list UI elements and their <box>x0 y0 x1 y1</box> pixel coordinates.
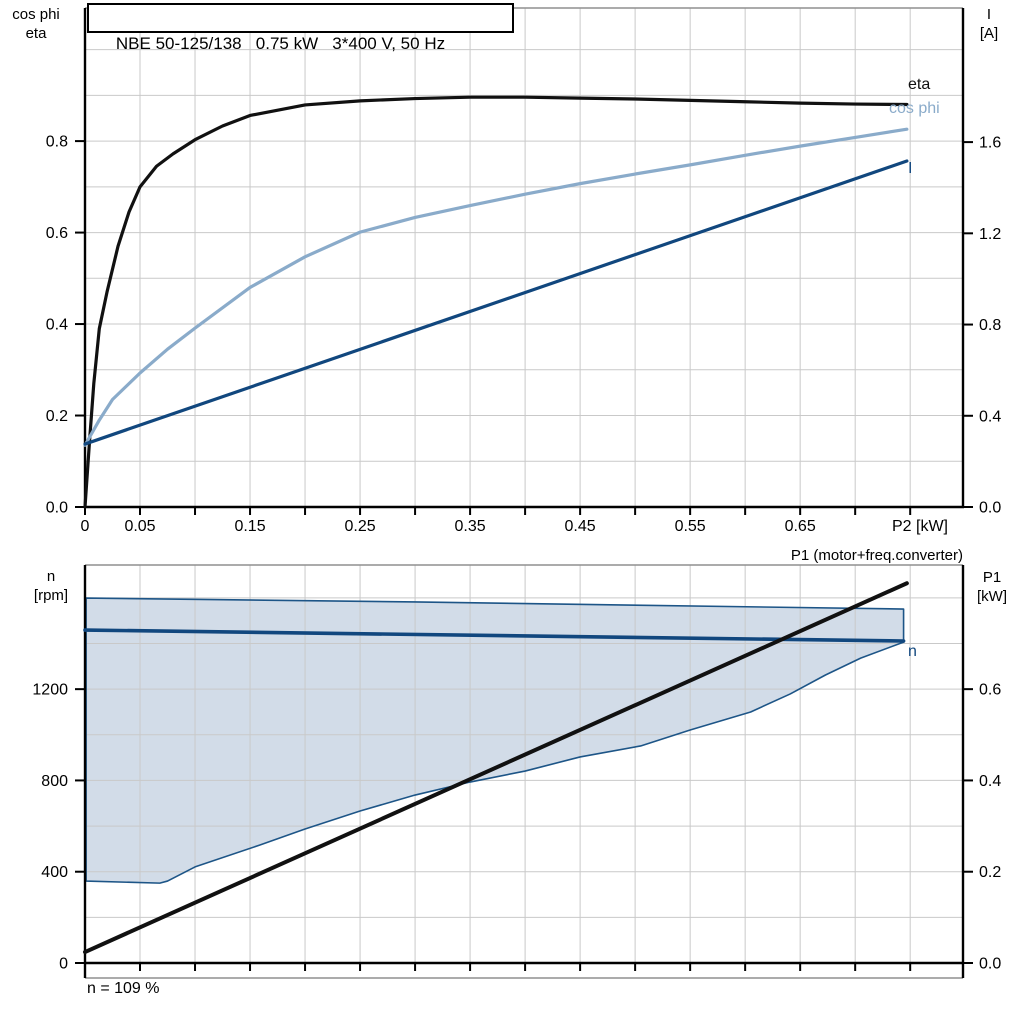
x-tick-label: 0 <box>81 518 90 535</box>
axis-title-line: I <box>986 6 992 23</box>
top-chart-right-axis-title: I [A] <box>960 5 1018 43</box>
speed-curve-label: n <box>908 643 917 660</box>
x-tick-label: 0.35 <box>455 518 486 535</box>
x-tick-label: 0.65 <box>785 518 816 535</box>
bottom-chart-left-axis-title: n [rpm] <box>20 567 82 605</box>
axis-title-line: cos phi <box>12 6 60 23</box>
x-tick-label: 0.25 <box>344 518 375 535</box>
bottom-chart-right-axis-title: P1 [kW] <box>963 568 1021 606</box>
top-chart-left-axis-title: cos phi eta <box>4 5 68 43</box>
axis-title-line: n <box>46 568 56 585</box>
left-tick-label: 0.4 <box>46 317 68 334</box>
series-speed-line <box>83 628 906 643</box>
pump-title: NBE 50-125/138 0.75 kW 3*400 V, 50 Hz <box>115 34 446 53</box>
right-tick-label: 0.4 <box>979 408 1001 425</box>
axis-title-line: [rpm] <box>33 587 69 604</box>
left-tick-label: 0 <box>59 956 68 973</box>
series-cos-phi-line <box>83 127 909 447</box>
right-tick-label: 0.4 <box>979 773 1001 790</box>
axis-title-line: eta <box>25 25 47 42</box>
x-tick-label: 0.55 <box>675 518 706 535</box>
left-tick-label: 0.2 <box>46 408 68 425</box>
axis-title-line: [kW] <box>977 588 1007 605</box>
current-curve-label: I <box>908 160 913 177</box>
title-box: NBE 50-125/138 0.75 kW 3*400 V, 50 Hz <box>87 3 514 53</box>
left-tick-label: 1200 <box>32 682 68 699</box>
speed-area-edge <box>85 597 905 884</box>
left-tick-label: 0.8 <box>46 134 68 151</box>
left-tick-label: 800 <box>41 773 68 790</box>
eta-curve-label: eta <box>908 76 931 93</box>
right-tick-label: 0.0 <box>979 500 1001 517</box>
speed-area-fill <box>86 598 904 884</box>
series-current-line <box>83 159 909 446</box>
right-tick-label: 0.0 <box>979 956 1001 973</box>
axis-title-line: [A] <box>979 25 999 42</box>
series-p1-line <box>83 581 909 955</box>
x-tick-label: 0.15 <box>234 518 265 535</box>
left-tick-label: 400 <box>41 864 68 881</box>
p1-header-label: P1 (motor+freq.converter) <box>790 547 963 564</box>
right-tick-label: 0.8 <box>979 317 1001 334</box>
left-tick-label: 0.6 <box>46 225 68 242</box>
speed-percentage-footnote: n = 109 % <box>87 980 160 997</box>
right-tick-label: 1.2 <box>979 226 1001 243</box>
right-tick-label: 0.6 <box>979 682 1001 699</box>
x-tick-label: 0.05 <box>124 518 155 535</box>
right-tick-label: 1.6 <box>979 135 1001 152</box>
axis-title-line: P1 <box>982 569 1002 586</box>
x-tick-label: 0.45 <box>565 518 596 535</box>
x-axis-label: P2 [kW] <box>892 518 948 535</box>
cos-phi-curve-label: cos phi <box>889 100 940 117</box>
left-tick-label: 0.0 <box>46 500 68 517</box>
right-tick-label: 0.2 <box>979 864 1001 881</box>
series-eta-line <box>83 95 909 509</box>
